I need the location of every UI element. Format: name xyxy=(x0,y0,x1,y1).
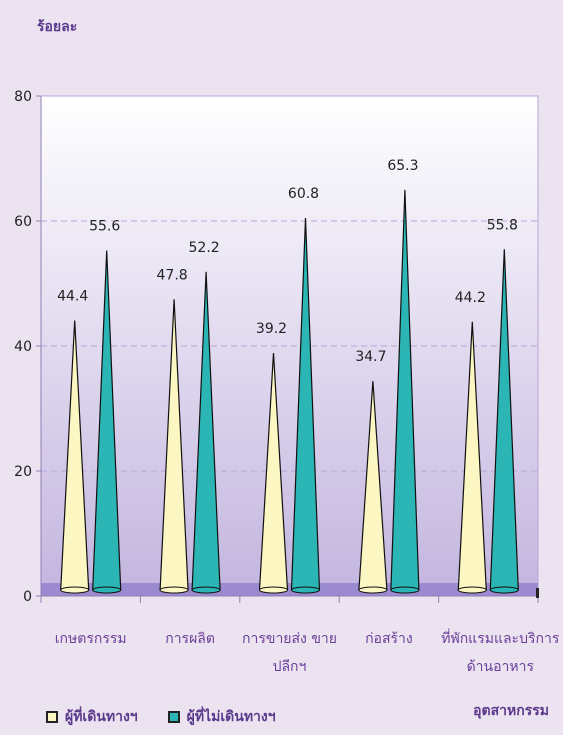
bar-base xyxy=(358,586,388,594)
axis-end-mark xyxy=(536,588,539,598)
legend-item-no-travel: ผู้ที่ไม่เดินทางฯ xyxy=(167,706,276,728)
bar-base xyxy=(489,586,519,594)
data-label: 65.3 xyxy=(387,158,418,174)
bar-base xyxy=(60,586,90,594)
bar-base xyxy=(457,586,487,594)
y-axis-title: ร้อยละ xyxy=(37,19,78,35)
x-axis-title: อุตสาหกรรม xyxy=(473,703,549,719)
data-label: 55.8 xyxy=(487,217,518,233)
x-tick-label: เกษตรกรรม xyxy=(54,631,127,647)
data-label: 60.8 xyxy=(288,186,319,202)
data-label: 39.2 xyxy=(256,321,287,337)
x-tick-label: การขายส่ง ขายปลีกฯ xyxy=(242,631,337,675)
y-tick-label: 0 xyxy=(23,589,32,605)
bar-base xyxy=(191,586,221,594)
bar-base xyxy=(291,586,320,594)
x-tick-label: ก่อสร้าง xyxy=(365,631,413,647)
x-tick-label: ที่พักแรมและบริการ ด้านอาหาร xyxy=(441,631,560,675)
y-tick-label: 40 xyxy=(14,339,32,355)
bar-base xyxy=(92,586,122,594)
x-axis xyxy=(40,588,539,603)
data-label: 52.2 xyxy=(189,240,220,256)
legend-swatch-no-travel xyxy=(167,711,180,723)
y-tick-label: 60 xyxy=(14,214,32,230)
y-axis: 0 20 40 60 80 xyxy=(14,89,42,605)
data-label: 44.2 xyxy=(455,290,486,306)
legend-swatch-travel xyxy=(46,711,58,723)
x-tick-label: การผลิต xyxy=(165,631,215,647)
data-label: 34.7 xyxy=(355,349,386,365)
legend: ผู้ที่เดินทางฯ ผู้ที่ไม่เดินทางฯ xyxy=(46,706,276,728)
data-label: 47.8 xyxy=(157,267,188,283)
data-label: 55.6 xyxy=(89,219,120,235)
chart-marks: 44.4 47.8 39.2 34.7 44.2 55.6 52.2 60.8 65.3 55.8 xyxy=(57,158,519,594)
gridlines xyxy=(41,95,538,472)
legend-item-travel: ผู้ที่เดินทางฯ xyxy=(46,706,138,728)
data-label: 44.4 xyxy=(57,289,88,305)
y-tick-label: 20 xyxy=(14,464,32,480)
bar-base xyxy=(259,586,288,594)
bar-base xyxy=(390,586,420,594)
bar-base xyxy=(159,586,189,594)
legend-label-no-travel: ผู้ที่ไม่เดินทางฯ xyxy=(186,709,276,725)
legend-label-travel: ผู้ที่เดินทางฯ xyxy=(65,709,138,725)
y-tick-label: 80 xyxy=(14,89,32,105)
